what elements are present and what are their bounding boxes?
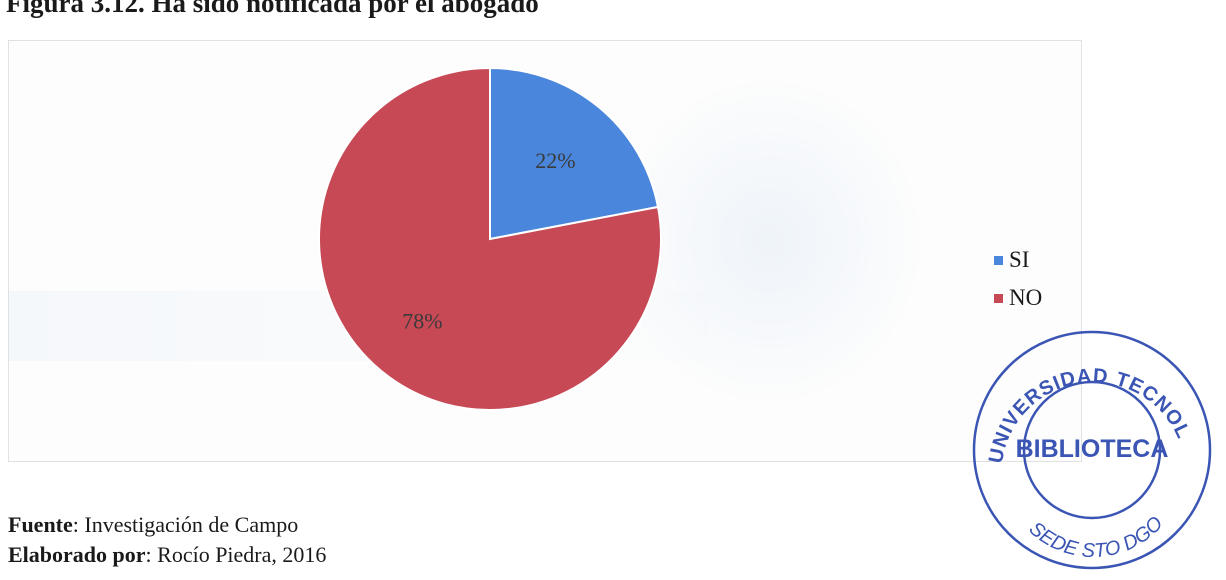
bleed-through-shadow [619,81,919,401]
library-stamp: UNIVERSIDAD TECNOLÓGICA EQUINOCCIAL BIBL… [966,318,1212,570]
chart-area: 22% 78% SI NO [8,40,1082,462]
legend-item-si: SI [994,241,1042,279]
author-value: : Rocío Piedra, 2016 [145,542,327,567]
chart-legend: SI NO [994,241,1042,317]
data-label-si: 22% [535,148,575,173]
author-label: Elaborado por [8,542,146,567]
source-value: : Investigación de Campo [72,512,299,537]
legend-label-si: SI [1009,247,1030,272]
data-label-no: 78% [402,309,442,334]
source-label: Fuente [8,512,73,537]
legend-label-no: NO [1009,285,1043,310]
author-line: Elaborado por: Rocío Piedra, 2016 [8,542,326,568]
stamp-inner-ring [1022,380,1162,520]
pie-slices [318,66,662,411]
stamp-outer-ring [972,330,1212,570]
legend-item-no: NO [994,279,1042,317]
figure-title: Figura 3.12. Ha sido notificada por el a… [6,0,539,18]
legend-swatch-no [994,293,1003,303]
pie-slice-no [318,66,662,411]
pie-slice-si [489,66,660,241]
source-line: Fuente: Investigación de Campo [8,512,298,538]
stamp-center-text: BIBLIOTECA [1016,435,1169,463]
pie-chart: 22% 78% [318,66,662,411]
pie-data-labels: 22% 78% [402,148,575,334]
legend-swatch-si [994,255,1003,265]
